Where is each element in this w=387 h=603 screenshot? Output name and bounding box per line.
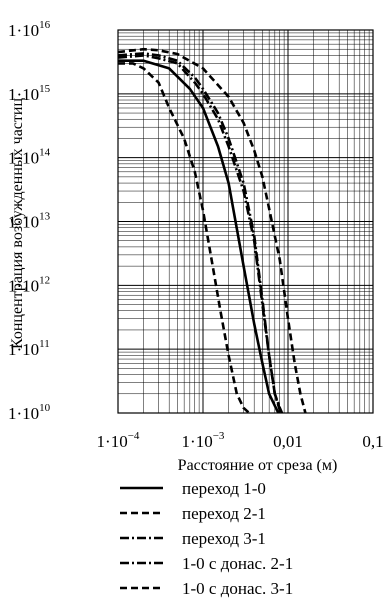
x-tick-label: 0,01 bbox=[273, 432, 303, 451]
series-line-1 bbox=[118, 59, 280, 414]
y-tick-label: 1·1016 bbox=[8, 19, 51, 40]
y-tick-label: 1·1010 bbox=[8, 402, 51, 423]
x-tick-label: 1·10−4 bbox=[97, 430, 140, 451]
legend: переход 1-0 переход 2-1 переход 3-1 1-0 с д… bbox=[120, 479, 293, 598]
x-tick-label: 1·10−3 bbox=[182, 430, 225, 451]
y-tick-base: 1·10 bbox=[8, 276, 39, 295]
y-tick-base: 1·10 bbox=[8, 340, 39, 359]
series-line-3 bbox=[117, 54, 284, 414]
y-tick-label: 1·1015 bbox=[8, 83, 51, 104]
y-tick-labels: 1·10161·10151·10141·10131·10121·10111·10… bbox=[8, 19, 51, 423]
y-tick-base: 1·10 bbox=[8, 85, 39, 104]
y-tick-exponent: 14 bbox=[39, 147, 51, 159]
legend-label-1: переход 1-0 bbox=[182, 479, 266, 498]
y-tick-label: 1·1011 bbox=[8, 338, 50, 359]
legend-label-5: 1-0 с донас. 3-1 bbox=[182, 579, 293, 598]
series-line-2 bbox=[118, 62, 251, 414]
series-line-4 bbox=[117, 52, 282, 414]
x-tick-base: 1·10 bbox=[182, 432, 213, 451]
series-line-5 bbox=[117, 47, 307, 414]
y-tick-base: 1·10 bbox=[8, 404, 39, 423]
y-tick-label: 1·1013 bbox=[8, 211, 51, 232]
x-tick-exponent: −3 bbox=[213, 430, 225, 442]
y-tick-exponent: 15 bbox=[39, 83, 51, 95]
x-tick-exponent: −4 bbox=[128, 430, 140, 442]
y-tick-exponent: 10 bbox=[39, 402, 51, 414]
y-tick-exponent: 13 bbox=[39, 211, 51, 223]
x-tick-labels: 1·10−4 1·10−3 0,01 0,1 bbox=[97, 430, 384, 451]
y-tick-label: 1·1012 bbox=[8, 274, 50, 295]
x-tick-label: 0,1 bbox=[362, 432, 383, 451]
legend-label-2: переход 2-1 bbox=[182, 504, 266, 523]
x-tick-base: 0,01 bbox=[273, 432, 303, 451]
y-tick-exponent: 16 bbox=[39, 19, 51, 31]
y-tick-exponent: 12 bbox=[39, 274, 50, 286]
x-axis-title: Расстояние от среза (м) bbox=[178, 457, 338, 474]
x-tick-base: 1·10 bbox=[97, 432, 128, 451]
y-tick-base: 1·10 bbox=[8, 213, 39, 232]
plot-frame bbox=[117, 29, 374, 414]
y-axis-title: Концентрация возбужденных частиц bbox=[9, 98, 26, 350]
legend-label-4: 1-0 с донас. 2-1 bbox=[182, 554, 293, 573]
y-tick-base: 1·10 bbox=[8, 21, 39, 40]
series-lines bbox=[117, 47, 307, 414]
y-tick-label: 1·1014 bbox=[8, 147, 51, 168]
y-tick-base: 1·10 bbox=[8, 149, 39, 168]
legend-label-3: переход 3-1 bbox=[182, 529, 266, 548]
x-tick-base: 0,1 bbox=[362, 432, 383, 451]
plot-grid bbox=[117, 30, 373, 414]
y-tick-exponent: 11 bbox=[39, 338, 50, 350]
